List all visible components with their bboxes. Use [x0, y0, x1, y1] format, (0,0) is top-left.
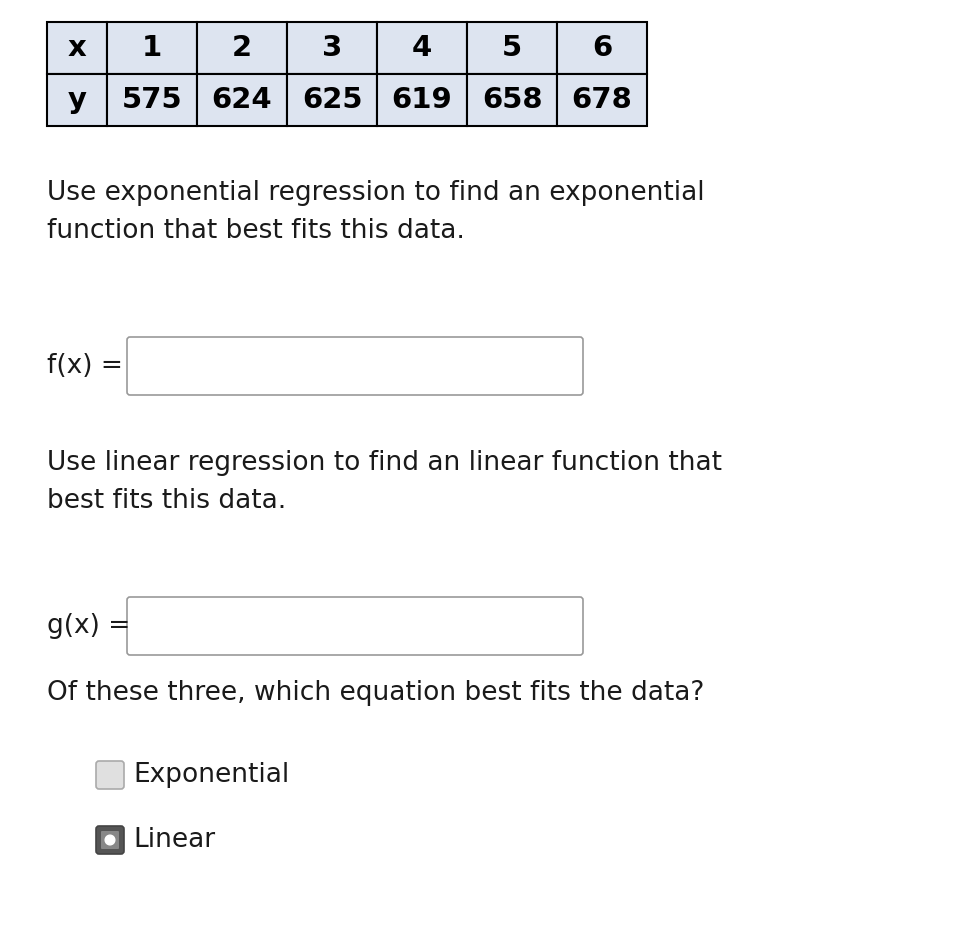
FancyBboxPatch shape — [96, 826, 124, 854]
Text: 1: 1 — [142, 34, 162, 62]
Text: 3: 3 — [321, 34, 342, 62]
Text: x: x — [68, 34, 86, 62]
Bar — [377, 22, 467, 74]
Text: Use exponential regression to find an exponential: Use exponential regression to find an ex… — [47, 180, 705, 206]
Text: Use linear regression to find an linear function that: Use linear regression to find an linear … — [47, 450, 722, 476]
Text: Exponential: Exponential — [133, 762, 289, 788]
Text: 575: 575 — [122, 86, 182, 114]
Text: Of these three, which equation best fits the data?: Of these three, which equation best fits… — [47, 680, 705, 706]
Bar — [47, 74, 107, 126]
Bar — [557, 22, 647, 74]
Text: 4: 4 — [412, 34, 432, 62]
FancyBboxPatch shape — [127, 597, 583, 655]
Bar — [557, 74, 647, 126]
FancyBboxPatch shape — [127, 337, 583, 395]
FancyBboxPatch shape — [101, 831, 119, 849]
Bar — [377, 74, 467, 126]
Text: 678: 678 — [571, 86, 632, 114]
Bar — [467, 22, 557, 74]
Text: f(x) =: f(x) = — [47, 353, 122, 379]
Text: function that best fits this data.: function that best fits this data. — [47, 218, 465, 244]
Text: best fits this data.: best fits this data. — [47, 488, 286, 514]
Text: 6: 6 — [592, 34, 612, 62]
Text: 2: 2 — [232, 34, 252, 62]
Text: 619: 619 — [392, 86, 453, 114]
Text: 624: 624 — [212, 86, 272, 114]
Text: 658: 658 — [482, 86, 542, 114]
Bar — [197, 22, 287, 74]
Circle shape — [105, 835, 115, 844]
Text: Linear: Linear — [133, 827, 216, 853]
Bar — [287, 22, 377, 74]
Bar — [467, 74, 557, 126]
Text: 5: 5 — [502, 34, 522, 62]
Text: 625: 625 — [302, 86, 363, 114]
Text: g(x) =: g(x) = — [47, 613, 130, 639]
Text: y: y — [68, 86, 86, 114]
Bar — [107, 74, 197, 126]
Bar — [287, 74, 377, 126]
FancyBboxPatch shape — [96, 761, 124, 789]
Bar — [197, 74, 287, 126]
Bar — [47, 22, 107, 74]
Bar — [107, 22, 197, 74]
